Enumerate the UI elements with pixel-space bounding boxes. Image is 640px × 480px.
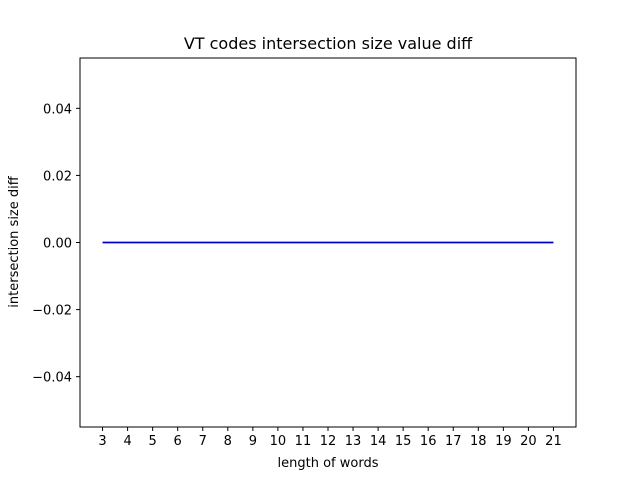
- x-tick-label: 15: [395, 434, 412, 449]
- y-tick-label: 0.04: [43, 102, 72, 117]
- y-tick-label: −0.04: [32, 371, 72, 386]
- x-tick-label: 21: [545, 434, 562, 449]
- x-tick-label: 18: [470, 434, 487, 449]
- y-tick-label: −0.02: [32, 304, 72, 319]
- x-tick-label: 5: [149, 434, 157, 449]
- x-tick-label: 17: [445, 434, 462, 449]
- x-axis-label: length of words: [278, 456, 379, 471]
- plot-frame: [79, 57, 577, 428]
- x-tick-label: 20: [520, 434, 537, 449]
- y-tick-label: 0.00: [43, 237, 72, 252]
- x-tick-label: 19: [495, 434, 512, 449]
- x-tick-label: 3: [98, 434, 106, 449]
- x-tick-label: 6: [174, 434, 182, 449]
- x-tick-label: 14: [370, 434, 387, 449]
- x-tick-label: 16: [420, 434, 437, 449]
- x-tick-label: 11: [295, 434, 312, 449]
- x-axis: 3 4 5 6 7 8 9 10 11 12 13 14 15 16 17 18 19 20 21: [98, 427, 562, 449]
- y-axis-label: intersection size diff: [7, 175, 22, 307]
- x-tick-label: 12: [320, 434, 337, 449]
- x-tick-label: 8: [224, 434, 232, 449]
- x-tick-label: 10: [270, 434, 287, 449]
- chart-title: VT codes intersection size value diff: [184, 34, 473, 53]
- x-tick-label: 9: [249, 434, 257, 449]
- y-axis: −0.04 −0.02 0.00 0.02 0.04: [32, 102, 80, 386]
- x-tick-label: 4: [123, 434, 131, 449]
- y-tick-label: 0.02: [43, 169, 72, 184]
- x-tick-label: 7: [199, 434, 207, 449]
- x-tick-label: 13: [345, 434, 362, 449]
